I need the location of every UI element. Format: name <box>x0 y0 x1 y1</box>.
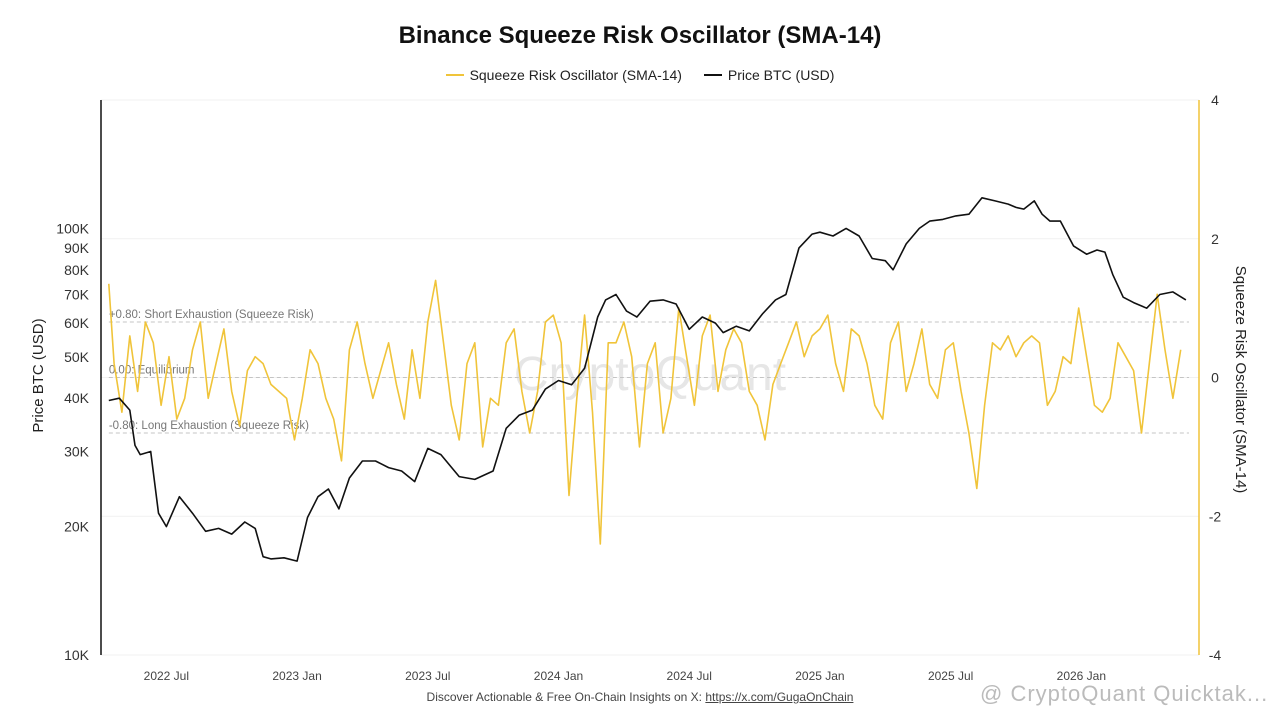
price-line <box>108 197 1187 562</box>
footer-text: Discover Actionable & Free On-Chain Insi… <box>426 690 703 704</box>
right-tick-label: 2 <box>1211 231 1219 247</box>
right-tick-label: -4 <box>1209 647 1222 663</box>
legend: Squeeze Risk Oscillator (SMA-14) Price B… <box>0 63 1280 83</box>
left-tick-label: 90K <box>64 240 90 256</box>
left-tick-label: 70K <box>64 286 90 302</box>
x-tick-label: 2024 Jan <box>534 669 583 683</box>
reference-label: -0.80: Long Exhaustion (Squeeze Risk) <box>109 420 309 432</box>
right-axis-title: Squeeze Risk Oscillator (SMA-14) <box>1232 266 1249 494</box>
left-tick-label: 30K <box>64 443 90 459</box>
left-tick-label: 20K <box>64 519 90 535</box>
left-tick-label: 80K <box>64 262 90 278</box>
legend-swatch-oscillator <box>445 74 464 76</box>
reference-lines: +0.80: Short Exhaustion (Squeeze Risk) 0.… <box>108 309 1189 434</box>
x-tick-label: 2025 Jul <box>928 669 973 683</box>
footer: Discover Actionable & Free On-Chain Insi… <box>0 690 1280 704</box>
x-tick-label: 2025 Jan <box>795 669 844 683</box>
reference-label: 0.00: Equilibrium <box>109 365 195 377</box>
x-tick-label: 2023 Jan <box>272 669 321 683</box>
x-tick-label: 2024 Jul <box>667 669 712 683</box>
left-tick-label: 100K <box>56 220 89 236</box>
left-tick-label: 50K <box>64 349 90 365</box>
oscillator-line <box>108 279 1182 545</box>
right-tick-label: 4 <box>1211 92 1219 108</box>
footer-link[interactable]: https://x.com/GugaOnChain <box>705 690 854 704</box>
legend-label-oscillator: Squeeze Risk Oscillator (SMA-14) <box>469 67 682 83</box>
legend-label-price: Price BTC (USD) <box>727 67 835 83</box>
x-tick-label: 2023 Jul <box>405 669 450 683</box>
left-tick-label: 10K <box>64 647 90 663</box>
legend-item-price[interactable]: Price BTC (USD) <box>703 67 835 83</box>
brand-watermark: @ CryptoQuant Quicktak... <box>980 681 1269 706</box>
right-tick-label: 0 <box>1211 370 1219 386</box>
left-tick-label: 40K <box>64 390 90 406</box>
chart-title: Binance Squeeze Risk Oscillator (SMA-14) <box>398 22 882 49</box>
x-tick-label: 2026 Jan <box>1057 669 1106 683</box>
x-tick-label: 2022 Jul <box>144 669 189 683</box>
legend-swatch-price <box>703 74 722 76</box>
left-axis-title: Price BTC (USD) <box>30 318 47 432</box>
axes: 10K 20K 30K 40K 50K 60K 70K 80K 90K 100K Price BTC… <box>30 92 1249 683</box>
right-tick-label: -2 <box>1209 508 1222 524</box>
legend-item-oscillator[interactable]: Squeeze Risk Oscillator (SMA-14) <box>445 67 682 83</box>
reference-label: +0.80: Short Exhaustion (Squeeze Risk) <box>109 309 314 321</box>
left-tick-label: 60K <box>64 315 90 331</box>
series-layer <box>108 197 1187 562</box>
